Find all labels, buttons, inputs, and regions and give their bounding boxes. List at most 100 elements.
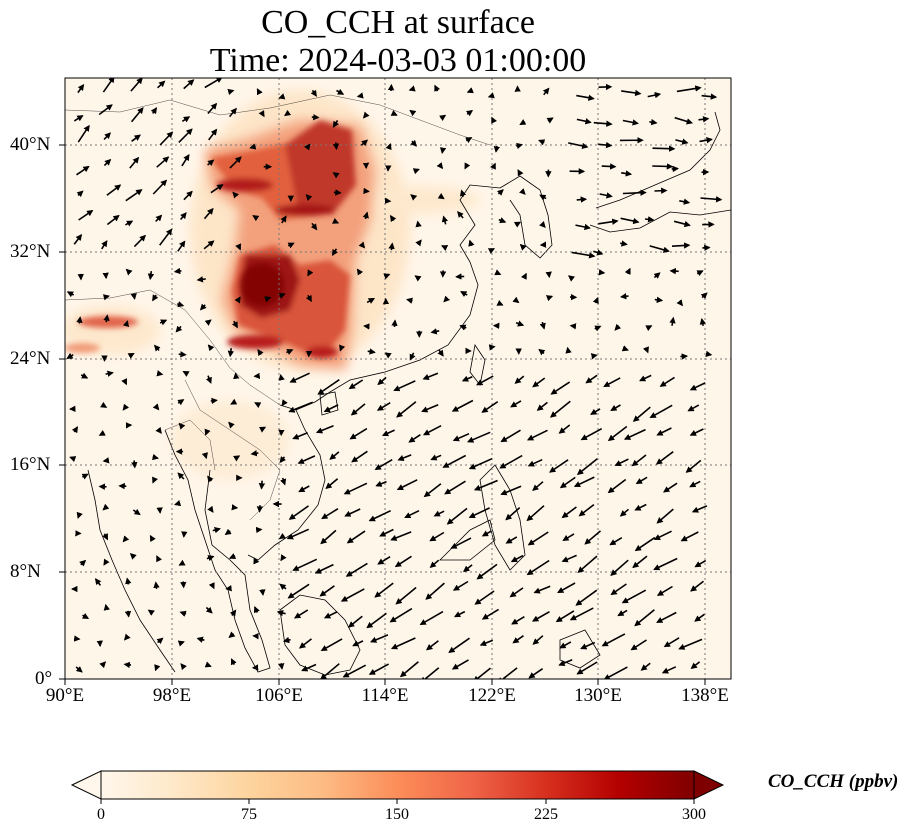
- wind-arrow: [177, 472, 185, 480]
- wind-arrow: [130, 107, 144, 123]
- wind-arrow: [546, 117, 554, 124]
- wind-arrow: [383, 273, 391, 280]
- wind-arrow: [121, 378, 128, 386]
- wind-arrow: [663, 482, 678, 493]
- wind-arrow: [183, 190, 193, 201]
- wind-arrow: [287, 242, 295, 249]
- wind-arrow: [539, 194, 547, 201]
- wind-arrow: [129, 553, 137, 560]
- wind-arrow: [157, 80, 166, 89]
- wind-arrow: [700, 292, 708, 300]
- wind-arrow: [123, 633, 131, 641]
- wind-arrow: [205, 606, 213, 614]
- wind-arrow: [425, 640, 439, 651]
- wind-arrow: [379, 528, 394, 537]
- wind-arrow: [476, 375, 494, 386]
- wind-arrow: [620, 217, 640, 225]
- wind-arrow: [278, 532, 286, 540]
- wind-arrow: [410, 194, 418, 201]
- wind-arrow: [73, 233, 83, 245]
- wind-arrow: [350, 403, 366, 416]
- wind-arrow: [208, 582, 215, 590]
- lon-tick-label: 114°E: [361, 685, 409, 706]
- map-subtitle: Time: 2024-03-03 01:00:00: [209, 42, 587, 79]
- wind-arrow: [652, 145, 676, 152]
- wind-arrow: [592, 296, 599, 305]
- wind-arrow: [607, 425, 628, 442]
- wind-arrow: [102, 294, 110, 301]
- wind-arrow: [601, 633, 626, 647]
- wind-arrow: [656, 427, 672, 436]
- colorbar-extend-min: [70, 770, 102, 800]
- wind-arrow: [585, 374, 598, 384]
- wind-arrow: [294, 609, 309, 619]
- wind-arrow: [620, 240, 628, 247]
- wind-arrow: [690, 580, 704, 592]
- wind-arrow: [227, 348, 235, 358]
- wind-arrow: [129, 156, 140, 169]
- wind-arrow: [368, 509, 392, 522]
- wind-arrow: [66, 352, 74, 359]
- wind-arrow: [669, 316, 676, 326]
- wind-arrow: [590, 353, 598, 360]
- wind-arrow: [420, 667, 440, 679]
- wind-arrow: [130, 78, 143, 92]
- wind-arrow: [384, 352, 392, 359]
- wind-arrow: [204, 78, 223, 89]
- wind-arrow: [131, 134, 141, 142]
- wind-arrow: [286, 349, 294, 355]
- wind-arrow: [555, 610, 575, 623]
- wind-arrow: [656, 585, 673, 596]
- wind-arrow: [130, 293, 137, 300]
- wind-arrow: [102, 533, 109, 541]
- wind-arrow: [488, 344, 496, 351]
- wind-arrow: [332, 217, 340, 224]
- wind-arrow: [532, 481, 544, 492]
- colorbar-tick-label: 300: [682, 806, 706, 823]
- wind-arrow: [76, 316, 83, 324]
- wind-arrow: [430, 454, 442, 461]
- wind-arrow: [393, 380, 416, 392]
- wind-arrow: [576, 94, 595, 101]
- wind-arrow: [106, 214, 120, 226]
- wind-arrow: [669, 267, 679, 275]
- wind-arrow: [66, 291, 75, 298]
- wind-arrow: [701, 93, 718, 100]
- wind-arrow: [125, 220, 134, 227]
- wind-arrow: [131, 460, 138, 469]
- wind-arrow: [536, 401, 548, 411]
- wind-arrow: [362, 111, 370, 119]
- co-concentration-field: [65, 90, 480, 480]
- wind-arrow: [69, 456, 77, 463]
- wind-arrow: [510, 400, 522, 408]
- wind-arrow: [310, 222, 318, 231]
- wind-arrow: [496, 299, 504, 306]
- wind-arrow: [500, 485, 522, 496]
- wind-arrow: [655, 451, 674, 465]
- wind-arrow: [258, 110, 265, 118]
- wind-arrow: [366, 612, 387, 629]
- wind-arrow: [538, 348, 546, 356]
- wind-arrow: [622, 119, 639, 126]
- wind-arrow: [159, 319, 168, 326]
- wind-arrow: [614, 323, 622, 331]
- wind-arrow: [388, 242, 395, 251]
- wind-arrow: [617, 609, 628, 617]
- wind-arrow: [621, 345, 629, 352]
- wind-arrow: [621, 589, 647, 604]
- wind-arrow: [370, 634, 389, 643]
- wind-arrow: [673, 220, 691, 228]
- wind-arrow: [178, 559, 186, 566]
- wind-arrow: [496, 189, 504, 196]
- wind-arrow: [607, 478, 627, 494]
- wind-arrow: [94, 578, 102, 586]
- wind-arrow: [289, 372, 310, 383]
- wind-arrow: [152, 179, 168, 195]
- wind-arrow: [532, 635, 544, 645]
- wind-arrow: [481, 608, 500, 620]
- wind-arrow: [414, 275, 422, 282]
- wind-arrow: [621, 89, 642, 97]
- wind-arrow: [228, 107, 237, 118]
- wind-arrow: [412, 168, 420, 175]
- wind-arrow: [73, 115, 84, 122]
